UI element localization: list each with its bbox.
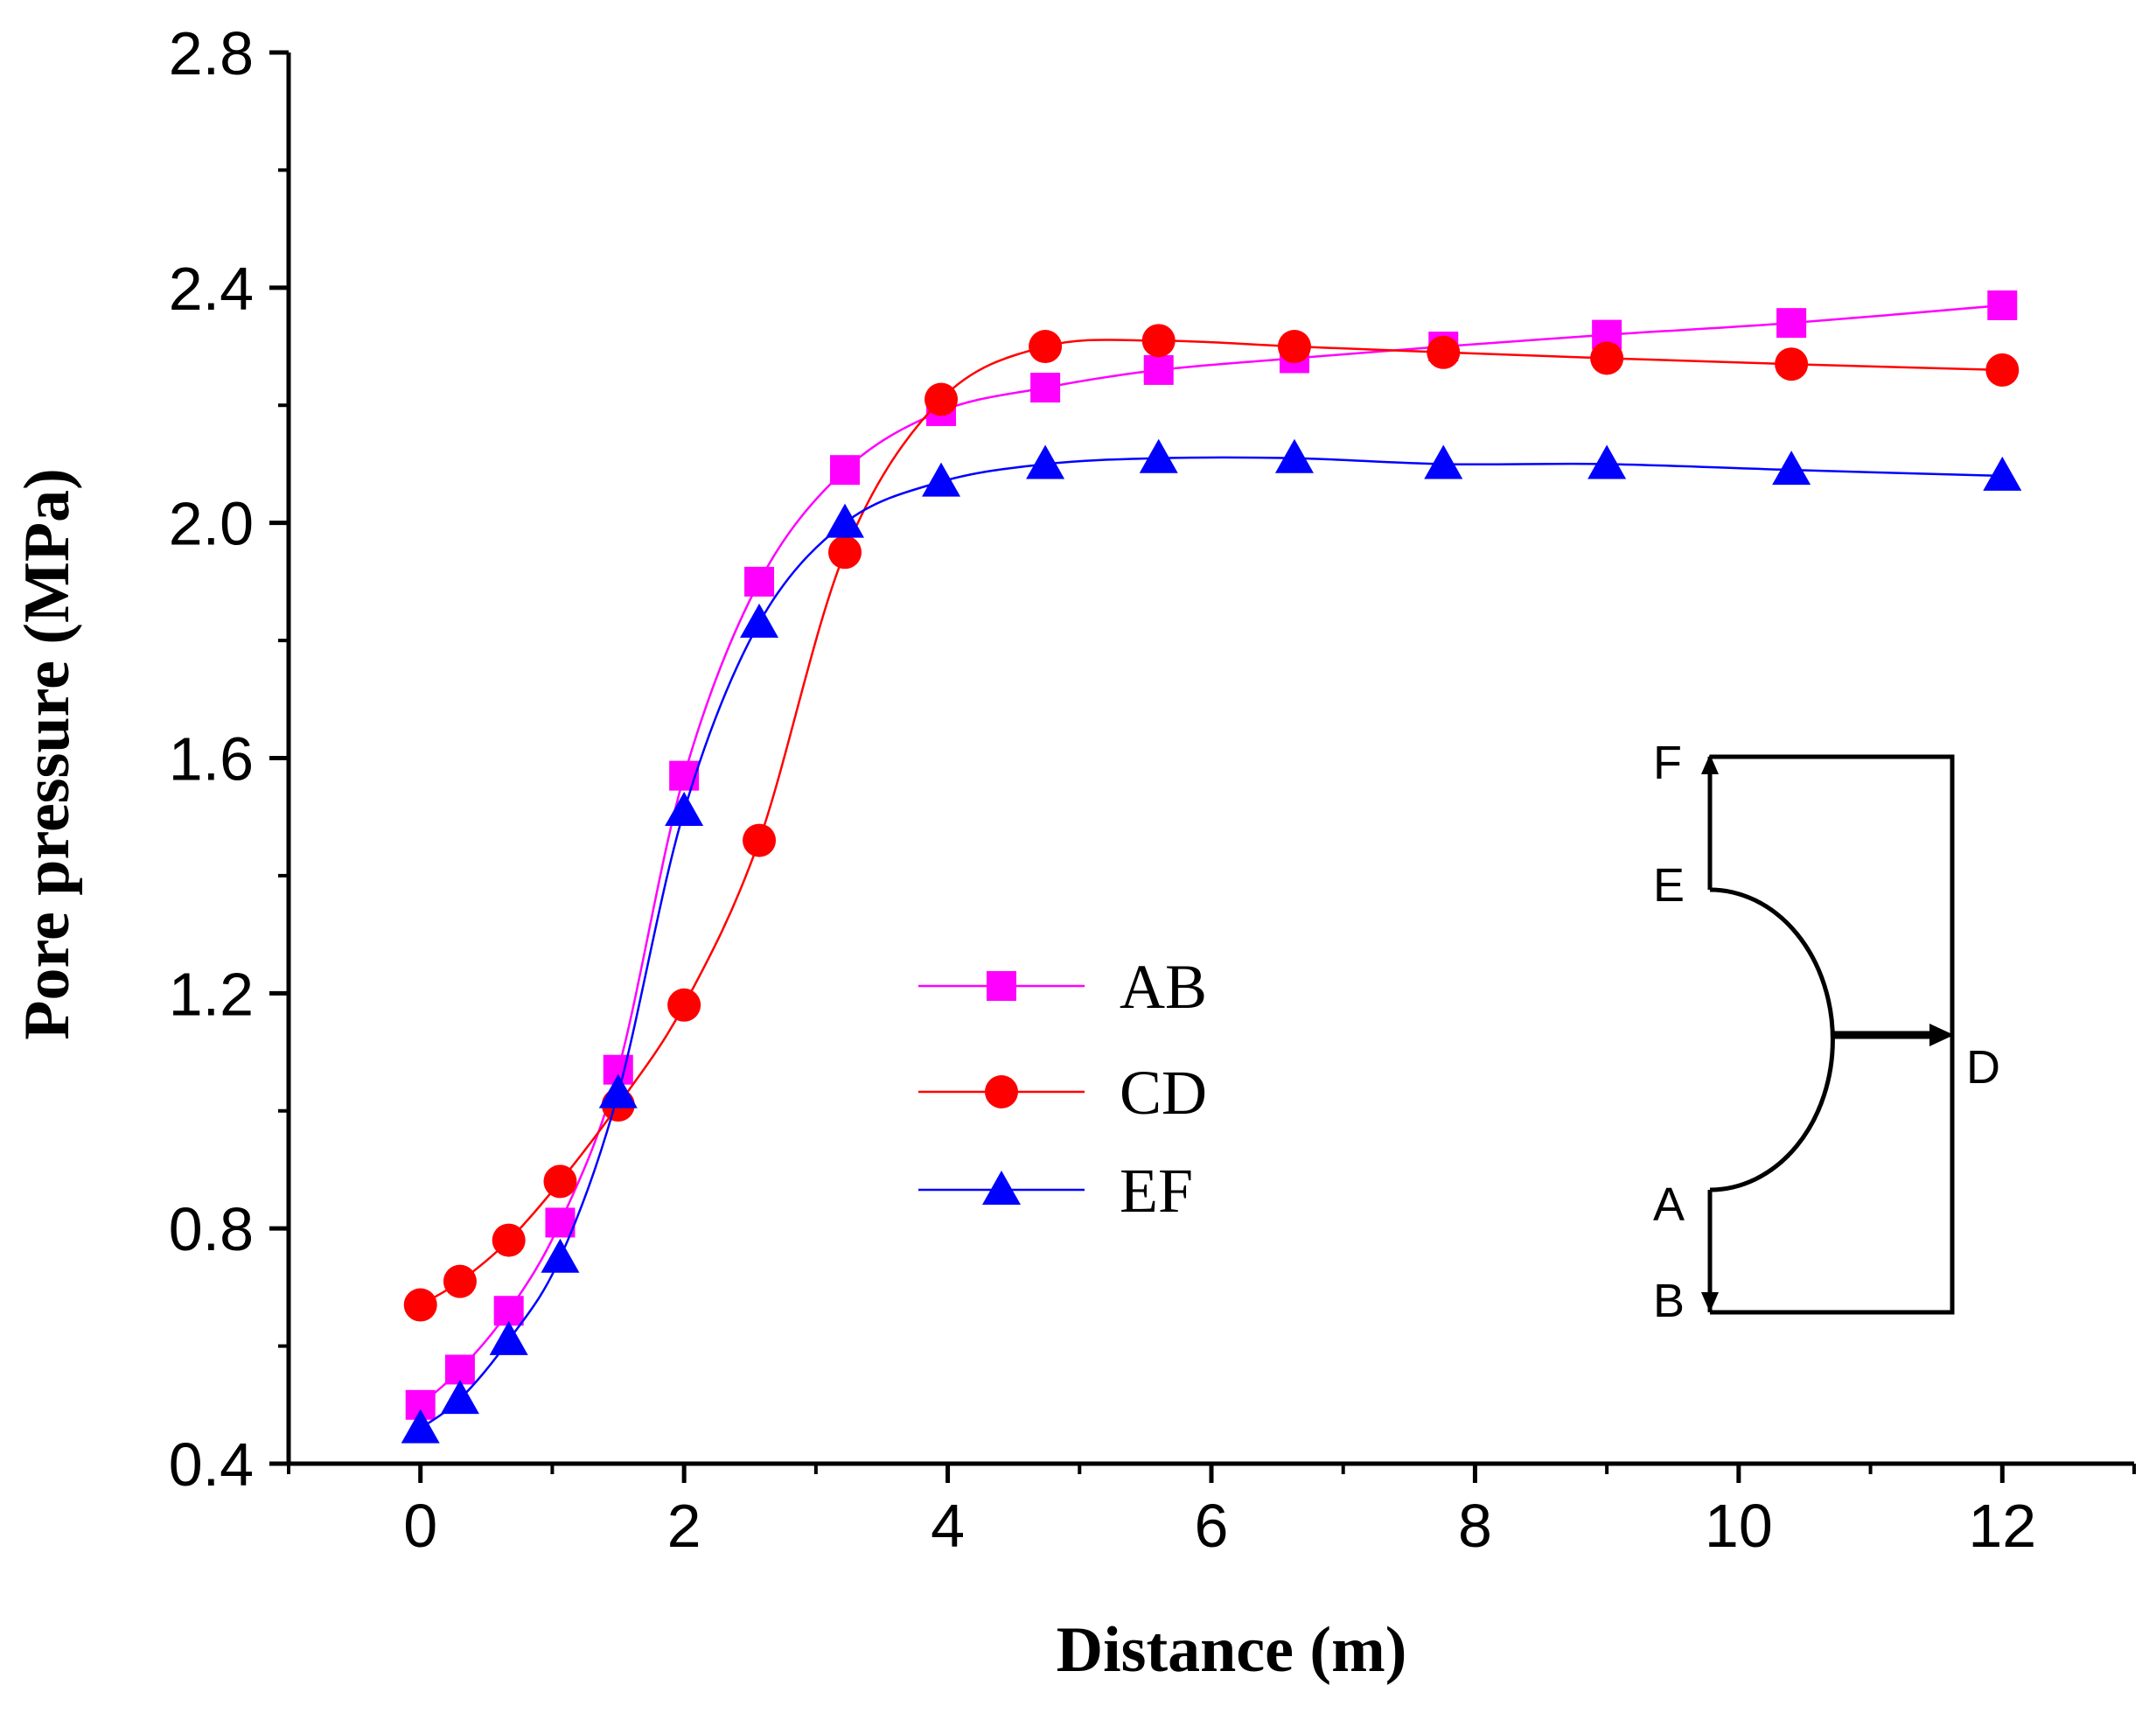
x-tick-label: 0 bbox=[403, 1492, 437, 1560]
inset-label-e: E bbox=[1653, 859, 1685, 912]
data-point-ab bbox=[1030, 373, 1061, 403]
data-point-cd bbox=[1775, 347, 1809, 381]
x-axis-title: Distance (m) bbox=[1057, 1614, 1407, 1686]
x-tick-label: 2 bbox=[667, 1492, 701, 1560]
legend-label-ef: EF bbox=[1120, 1156, 1193, 1226]
series-line-ef bbox=[419, 456, 2003, 1430]
inset-diagram: F E A B D bbox=[1653, 737, 2000, 1327]
series-ef bbox=[401, 438, 2022, 1444]
data-point-ab bbox=[830, 455, 861, 486]
data-point-cd bbox=[492, 1223, 526, 1257]
legend-label-cd: CD bbox=[1120, 1058, 1207, 1128]
data-point-ef bbox=[922, 462, 961, 497]
data-point-cd bbox=[743, 823, 777, 857]
data-point-ab bbox=[1776, 308, 1807, 339]
data-point-ab bbox=[1143, 354, 1174, 385]
legend-marker-cd bbox=[985, 1075, 1018, 1108]
data-point-cd bbox=[1141, 324, 1176, 358]
series-line-ab bbox=[419, 304, 2003, 1406]
inset-label-f: F bbox=[1653, 737, 1682, 789]
data-point-cd bbox=[543, 1164, 577, 1199]
inset-label-b: B bbox=[1653, 1275, 1685, 1327]
data-point-ef bbox=[541, 1238, 580, 1273]
data-point-ef bbox=[489, 1320, 528, 1355]
data-point-ef bbox=[665, 791, 704, 826]
data-point-ef bbox=[1772, 451, 1811, 486]
data-point-cd bbox=[1590, 341, 1624, 375]
data-point-cd bbox=[924, 382, 959, 416]
data-point-cd bbox=[828, 535, 862, 570]
data-point-ef bbox=[598, 1073, 638, 1108]
inset-arrowhead-ef bbox=[1701, 754, 1719, 774]
x-tick-label: 10 bbox=[1705, 1492, 1773, 1560]
data-point-ef bbox=[1139, 438, 1178, 473]
y-tick-label: 0.8 bbox=[169, 1195, 254, 1263]
series-layer bbox=[401, 290, 2022, 1444]
data-point-cd bbox=[1029, 330, 1063, 364]
data-point-ef bbox=[1274, 438, 1314, 473]
data-point-ab bbox=[493, 1296, 524, 1326]
y-axis-title: Pore pressure (MPa) bbox=[11, 468, 83, 1040]
inset-arrowhead-cd bbox=[1929, 1024, 1954, 1046]
data-point-ef bbox=[1587, 444, 1627, 479]
inset-label-a: A bbox=[1653, 1178, 1685, 1231]
inset-semicircle bbox=[1709, 887, 1835, 1192]
y-tick-label: 2.0 bbox=[169, 490, 254, 558]
y-tick-label: 1.2 bbox=[169, 960, 254, 1028]
data-point-cd bbox=[403, 1288, 437, 1322]
y-tick-label: 2.8 bbox=[169, 19, 254, 87]
series-ab bbox=[405, 290, 2018, 1420]
x-tick-label: 8 bbox=[1458, 1492, 1492, 1560]
legend: AB CD EF bbox=[918, 952, 1207, 1226]
legend-marker-ef bbox=[982, 1171, 1021, 1205]
data-point-ef bbox=[1424, 444, 1463, 479]
data-point-cd bbox=[1277, 330, 1311, 364]
axes: 0.4 0.8 1.2 1.6 2.0 2.4 2.8 0 2 4 6 8 10 12 bbox=[169, 19, 2136, 1560]
data-point-ef bbox=[1983, 456, 2022, 491]
data-point-ab bbox=[1987, 290, 2018, 320]
data-point-cd bbox=[1985, 353, 2020, 387]
data-point-ab bbox=[744, 566, 775, 597]
data-point-ef bbox=[440, 1380, 479, 1415]
legend-marker-ab bbox=[987, 971, 1016, 1001]
data-point-ef bbox=[740, 603, 779, 638]
x-tick-label: 6 bbox=[1195, 1492, 1229, 1560]
inset-arrowhead-ab bbox=[1701, 1292, 1719, 1312]
data-point-ef bbox=[826, 503, 865, 538]
data-point-ef bbox=[1026, 444, 1065, 479]
data-point-cd bbox=[443, 1264, 477, 1298]
x-tick-label: 12 bbox=[1968, 1492, 2036, 1560]
y-tick-label: 0.4 bbox=[169, 1430, 254, 1499]
data-point-ab bbox=[444, 1354, 475, 1385]
y-tick-label: 2.4 bbox=[169, 255, 254, 323]
data-point-ef bbox=[401, 1409, 440, 1444]
legend-label-ab: AB bbox=[1120, 952, 1207, 1022]
x-tick-label: 4 bbox=[931, 1492, 965, 1560]
data-point-cd bbox=[1427, 335, 1461, 369]
data-point-cd bbox=[667, 988, 701, 1022]
inset-label-d: D bbox=[1966, 1041, 2000, 1094]
y-tick-label: 1.6 bbox=[169, 725, 254, 794]
